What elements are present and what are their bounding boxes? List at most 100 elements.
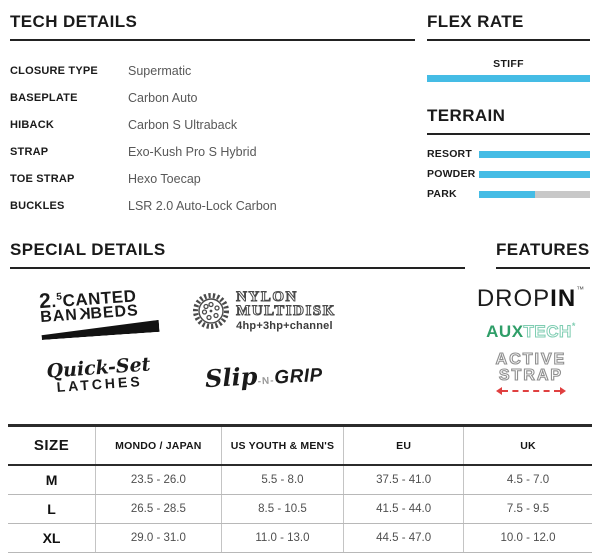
bankbeds-suffix: BEDS xyxy=(89,301,140,323)
tech-row-toe-strap: TOE STRAP Hexo Toecap xyxy=(10,165,415,192)
mondo-cell: 26.5 - 28.5 xyxy=(95,494,222,524)
table-row-m: M 23.5 - 26.0 5.5 - 8.0 37.5 - 41.0 4.5 … xyxy=(8,465,592,495)
mondo-cell: 23.5 - 26.0 xyxy=(95,465,222,495)
strap-text: STRAP xyxy=(498,367,564,384)
tech-details-list: CLOSURE TYPE Supermatic BASEPLATE Carbon… xyxy=(10,57,415,219)
special-details-badges: 2.5CANTED BANKBEDS xyxy=(24,283,354,395)
multidisk-icon xyxy=(193,293,230,329)
header-mondo-japan: MONDO / JAPAN xyxy=(95,425,222,466)
flex-rate-title: FLEX RATE xyxy=(427,12,524,31)
tech-label: BASEPLATE xyxy=(10,91,78,104)
nylon-multidisk-badge: NYLON MULTIDISK 4hp+3hp+channel xyxy=(192,289,336,332)
table-row-xl: XL 29.0 - 31.0 11.0 - 13.0 44.5 - 47.0 1… xyxy=(8,523,592,553)
tech-row-strap: STRAP Exo-Kush Pro S Hybrid xyxy=(10,138,415,165)
features-header: FEATURES xyxy=(496,240,590,269)
terrain-row-resort: RESORT xyxy=(427,148,590,160)
tech-row-buckles: BUCKLES LSR 2.0 Auto-Lock Carbon xyxy=(10,192,415,219)
terrain-bar-resort xyxy=(479,150,590,158)
terrain-row-park: PARK xyxy=(427,188,590,200)
dropin-badge: DROPIN™ xyxy=(477,285,585,313)
tech-label: STRAP xyxy=(10,145,49,158)
top-section: TECH DETAILS CLOSURE TYPE Supermatic BAS… xyxy=(0,0,600,232)
double-arrow-icon xyxy=(495,387,567,395)
tech-value: Carbon S Ultraback xyxy=(128,117,238,132)
flex-level-label: STIFF xyxy=(493,58,524,70)
header-us-youth-mens: US YOUTH & MEN'S xyxy=(220,425,344,466)
terrain-list: RESORT POWDER PARK xyxy=(427,148,590,200)
flex-rate-bar xyxy=(427,75,590,82)
terrain-bar-fill xyxy=(479,190,535,198)
mid-body: 2.5CANTED BANKBEDS xyxy=(10,269,590,395)
sizing-table: SIZE MONDO / JAPAN US YOUTH & MEN'S EU U… xyxy=(8,424,592,553)
n-text: -N- xyxy=(257,374,275,387)
tech-details-title: TECH DETAILS xyxy=(10,12,138,31)
quick-set-latches-badge: Quick-Set LATCHES xyxy=(46,353,152,395)
tech-label: TOE STRAP xyxy=(10,172,75,185)
terrain-label: PARK xyxy=(427,188,457,200)
header-size: SIZE xyxy=(8,425,96,466)
header-uk: UK xyxy=(462,425,592,466)
terrain-bar-park xyxy=(479,190,590,198)
features-badges: DROPIN™ AUXTECH* ACTIVE STRAP xyxy=(472,269,590,395)
slip-text: Slip xyxy=(204,360,259,393)
dropin-part1: DROP xyxy=(476,285,551,312)
auxtech-badge: AUXTECH* xyxy=(486,321,576,342)
eu-cell: 37.5 - 41.0 xyxy=(343,465,464,495)
terrain-label: POWDER xyxy=(427,168,476,180)
size-cell: M xyxy=(8,465,96,495)
uk-cell: 10.0 - 12.0 xyxy=(462,523,592,553)
eu-cell: 41.5 - 44.0 xyxy=(343,494,464,524)
grip-text: GRIP xyxy=(273,364,324,388)
uk-cell: 4.5 - 7.0 xyxy=(462,465,592,495)
auxtech-mark: * xyxy=(571,321,576,331)
special-details-title: SPECIAL DETAILS xyxy=(10,240,166,259)
tech-row-hiback: HIBACK Carbon S Ultraback xyxy=(10,111,415,138)
tech-text: TECH xyxy=(523,322,572,342)
terrain-row-powder: POWDER xyxy=(427,168,590,180)
multidisk-text: NYLON MULTIDISK 4hp+3hp+channel xyxy=(236,289,336,332)
tech-value: Carbon Auto xyxy=(128,90,198,105)
flex-terrain-column: FLEX RATE STIFF TERRAIN RESORT POWDER PA… xyxy=(427,12,590,232)
us-cell: 11.0 - 13.0 xyxy=(220,523,344,553)
mondo-cell: 29.0 - 31.0 xyxy=(95,523,222,553)
special-details-divider xyxy=(10,267,465,269)
tech-value: Supermatic xyxy=(128,63,192,78)
tech-value: LSR 2.0 Auto-Lock Carbon xyxy=(128,198,277,213)
arrow-left-tip xyxy=(495,387,502,395)
uk-cell: 7.5 - 9.5 xyxy=(462,494,592,524)
active-strap-badge: ACTIVE STRAP xyxy=(495,351,567,395)
active-text: ACTIVE xyxy=(495,351,567,368)
mid-header: SPECIAL DETAILS FEATURES xyxy=(10,240,590,269)
tech-row-closure-type: CLOSURE TYPE Supermatic xyxy=(10,57,415,84)
bankbeds-prefix: BAN xyxy=(39,306,79,326)
tech-value: Exo-Kush Pro S Hybrid xyxy=(128,144,257,159)
table-header-row: SIZE MONDO / JAPAN US YOUTH & MEN'S EU U… xyxy=(8,425,592,466)
slip-n-grip-badge: Slip-N-GRIP xyxy=(204,357,324,393)
multidisk-line1: NYLON xyxy=(236,289,298,305)
multidisk-subtext: 4hp+3hp+channel xyxy=(236,320,333,332)
tech-label: CLOSURE TYPE xyxy=(10,64,98,77)
features-title: FEATURES xyxy=(496,240,590,259)
terrain-bar-fill xyxy=(479,150,590,158)
multidisk-line2: MULTIDISK xyxy=(236,303,336,319)
canted-bankbeds-badge: 2.5CANTED BANKBEDS xyxy=(38,282,159,339)
terrain-title: TERRAIN xyxy=(427,106,506,125)
tech-details-section: TECH DETAILS CLOSURE TYPE Supermatic BAS… xyxy=(10,12,415,232)
terrain-divider xyxy=(427,133,590,135)
terrain-bar-fill xyxy=(479,170,590,178)
eu-cell: 44.5 - 47.0 xyxy=(343,523,464,553)
header-eu: EU xyxy=(343,425,464,466)
features-divider xyxy=(496,267,590,269)
terrain-bar-powder xyxy=(479,170,590,178)
us-cell: 5.5 - 8.0 xyxy=(220,465,344,495)
bankbeds-reversed-k: K xyxy=(77,305,91,323)
aux-text: AUX xyxy=(486,322,524,341)
trademark-symbol: ™ xyxy=(576,285,586,294)
tech-row-baseplate: BASEPLATE Carbon Auto xyxy=(10,84,415,111)
table-row-l: L 26.5 - 28.5 8.5 - 10.5 41.5 - 44.0 7.5… xyxy=(8,494,592,524)
arrow-dashed-line xyxy=(501,390,561,392)
mid-section: SPECIAL DETAILS FEATURES 2.5CANTED BANKB… xyxy=(0,232,600,412)
size-cell: XL xyxy=(8,523,96,553)
dropin-part2: IN xyxy=(550,285,577,312)
arrow-right-tip xyxy=(560,387,567,395)
